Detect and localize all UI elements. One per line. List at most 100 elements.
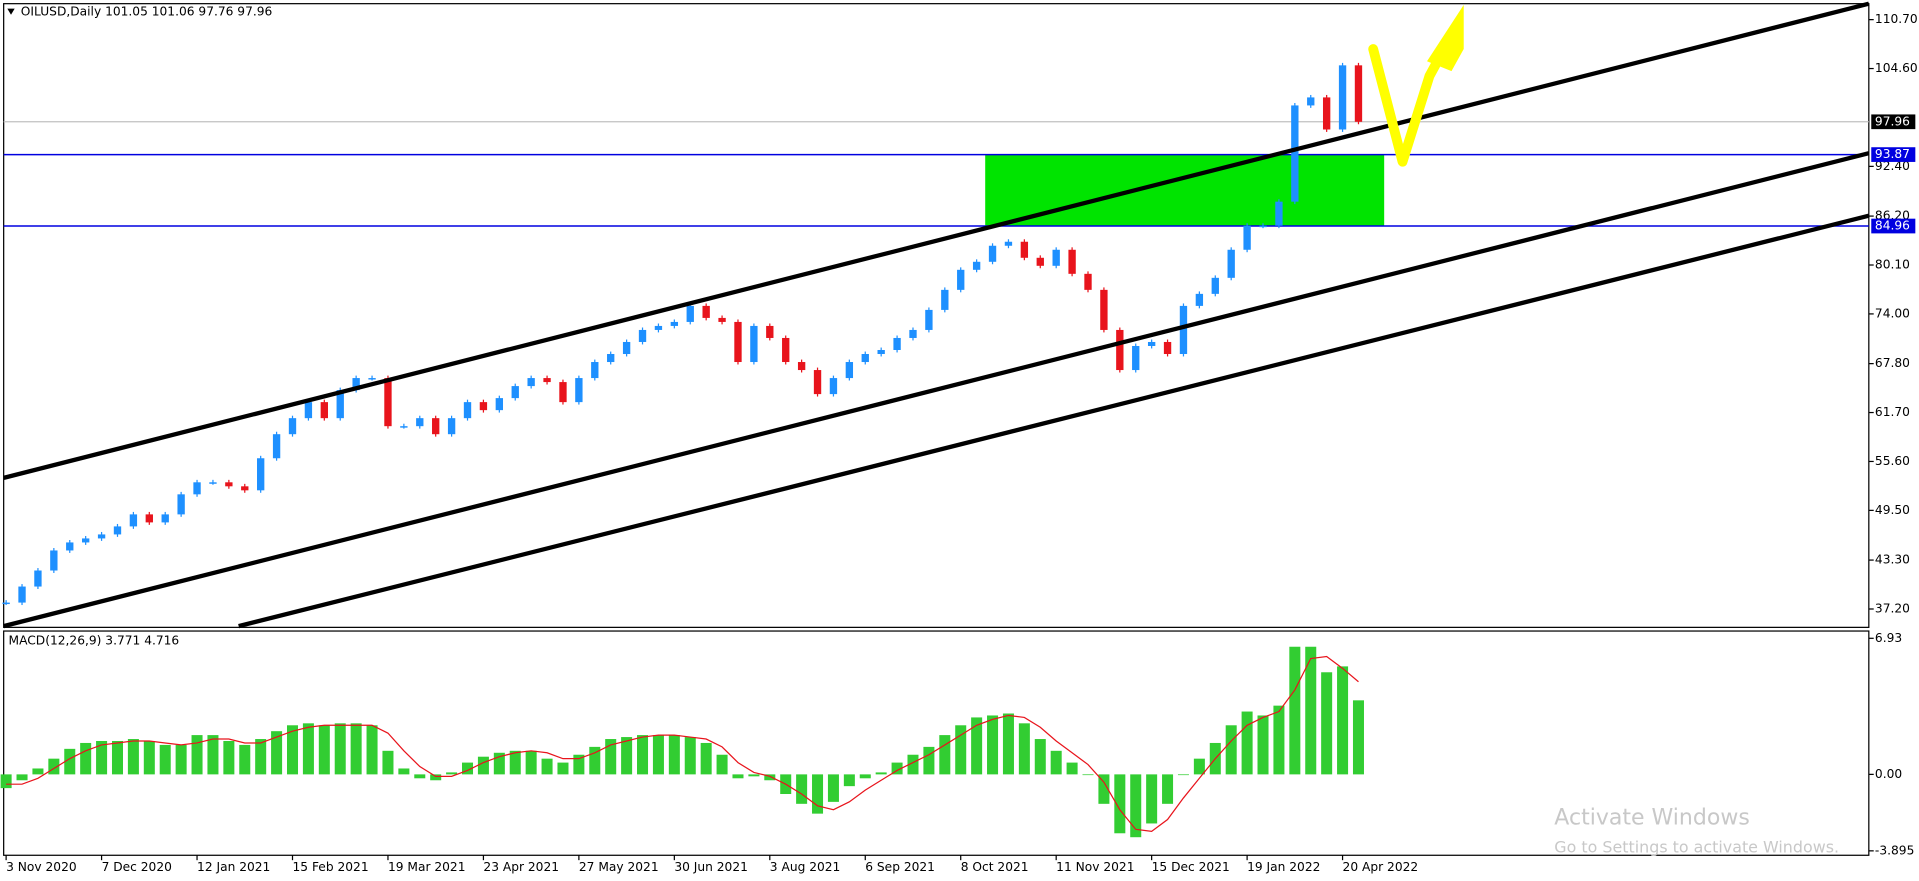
x-tick-label: 3 Nov 2020 (6, 860, 77, 874)
y-tick-label: 37.20 (1875, 601, 1910, 615)
y-tick-label: 6.93 (1875, 631, 1902, 645)
candle (479, 402, 488, 411)
candle (1004, 241, 1013, 246)
candle (288, 418, 297, 435)
macd-bar (111, 740, 123, 775)
macd-bar (1098, 774, 1110, 804)
macd-bar (223, 740, 235, 775)
macd-bar (764, 774, 776, 781)
macd-bar (382, 750, 394, 775)
candle (575, 378, 583, 403)
candle (241, 486, 249, 491)
watermark-title: Activate Windows (1554, 806, 1750, 831)
macd-bar (732, 774, 744, 779)
candle (50, 550, 58, 571)
level-price-box (1871, 218, 1916, 234)
candle (1338, 65, 1347, 130)
macd-bar (1257, 715, 1269, 775)
y-tick-label: 49.50 (1875, 503, 1910, 517)
candle (941, 289, 949, 310)
macd-bar (1162, 774, 1174, 804)
macd-bar (1225, 725, 1237, 775)
macd-bar (143, 740, 155, 775)
candle (34, 570, 42, 587)
candle (877, 349, 885, 355)
candle (257, 458, 265, 491)
macd-bar (987, 715, 999, 775)
candle (1275, 201, 1283, 226)
macd-bar (668, 735, 680, 775)
macd-bar (80, 742, 92, 775)
macd-bar (812, 774, 824, 814)
macd-bar (1130, 774, 1142, 838)
macd-bar (318, 725, 330, 775)
candle (1147, 341, 1156, 346)
supply-zone (985, 154, 1385, 227)
candle (81, 538, 90, 543)
x-tick-label: 8 Oct 2021 (961, 860, 1029, 874)
macd-bar (1352, 700, 1364, 775)
y-tick-label: 67.80 (1875, 356, 1910, 370)
macd-bar (875, 772, 887, 775)
macd-bar (1321, 672, 1333, 775)
macd-bar (398, 768, 410, 775)
level-price-label: 84.96 (1875, 219, 1910, 233)
candle (66, 542, 74, 551)
candle (543, 378, 551, 383)
candle (1084, 273, 1092, 290)
watermark-text: Go to Settings to activate Windows. (1554, 837, 1839, 856)
candle (702, 305, 710, 318)
candle (2, 602, 10, 605)
candle (909, 329, 917, 338)
candle (797, 362, 806, 371)
candle (1322, 97, 1331, 130)
macd-bar (48, 758, 60, 775)
channel-lines (3, 1, 1870, 629)
macd-bar (891, 762, 903, 775)
candle (225, 482, 233, 487)
x-tick-label: 30 Jun 2021 (674, 860, 748, 874)
channel-lower (238, 213, 1870, 629)
macd-bar (796, 774, 808, 804)
candle (416, 418, 424, 427)
candle (622, 341, 631, 355)
candle (1227, 249, 1235, 278)
candle (1020, 241, 1029, 258)
channel-middle (3, 151, 1870, 629)
x-tick-label: 11 Nov 2021 (1056, 860, 1134, 874)
menu-arrow[interactable] (7, 8, 15, 15)
candle (1195, 293, 1204, 306)
macd-bar (748, 774, 760, 777)
x-tick-label: 15 Dec 2021 (1152, 860, 1230, 874)
candle (1132, 345, 1140, 371)
candle (1211, 277, 1219, 294)
y-tick-label: 110.70 (1875, 12, 1918, 26)
candle (957, 269, 965, 290)
y-tick-label: 61.70 (1875, 405, 1910, 419)
candle (272, 434, 281, 459)
candle (368, 378, 376, 380)
x-tick-label: 27 May 2021 (579, 860, 659, 874)
y-tick-label: 104.60 (1875, 61, 1918, 75)
macd-bar (1305, 646, 1317, 775)
macd-bar (509, 750, 521, 775)
candle (113, 526, 122, 535)
macd-bar (477, 756, 489, 775)
candle (177, 494, 185, 515)
macd-bar (0, 774, 12, 789)
candle (1354, 65, 1363, 122)
candle (829, 378, 838, 395)
macd-bar (652, 735, 664, 775)
macd-bar (302, 723, 314, 775)
macd-bar (541, 758, 553, 775)
x-tick-label: 15 Feb 2021 (293, 860, 369, 874)
macd-bar (621, 737, 633, 775)
price-panel (3, 3, 1870, 628)
x-tick-label: 19 Jan 2022 (1247, 860, 1320, 874)
macd-bar (127, 739, 139, 775)
macd-bar (175, 744, 187, 775)
candle (1100, 289, 1108, 330)
y-tick-label: 80.10 (1875, 257, 1910, 271)
candle (718, 317, 726, 322)
y-tick-label: 92.40 (1875, 159, 1910, 173)
